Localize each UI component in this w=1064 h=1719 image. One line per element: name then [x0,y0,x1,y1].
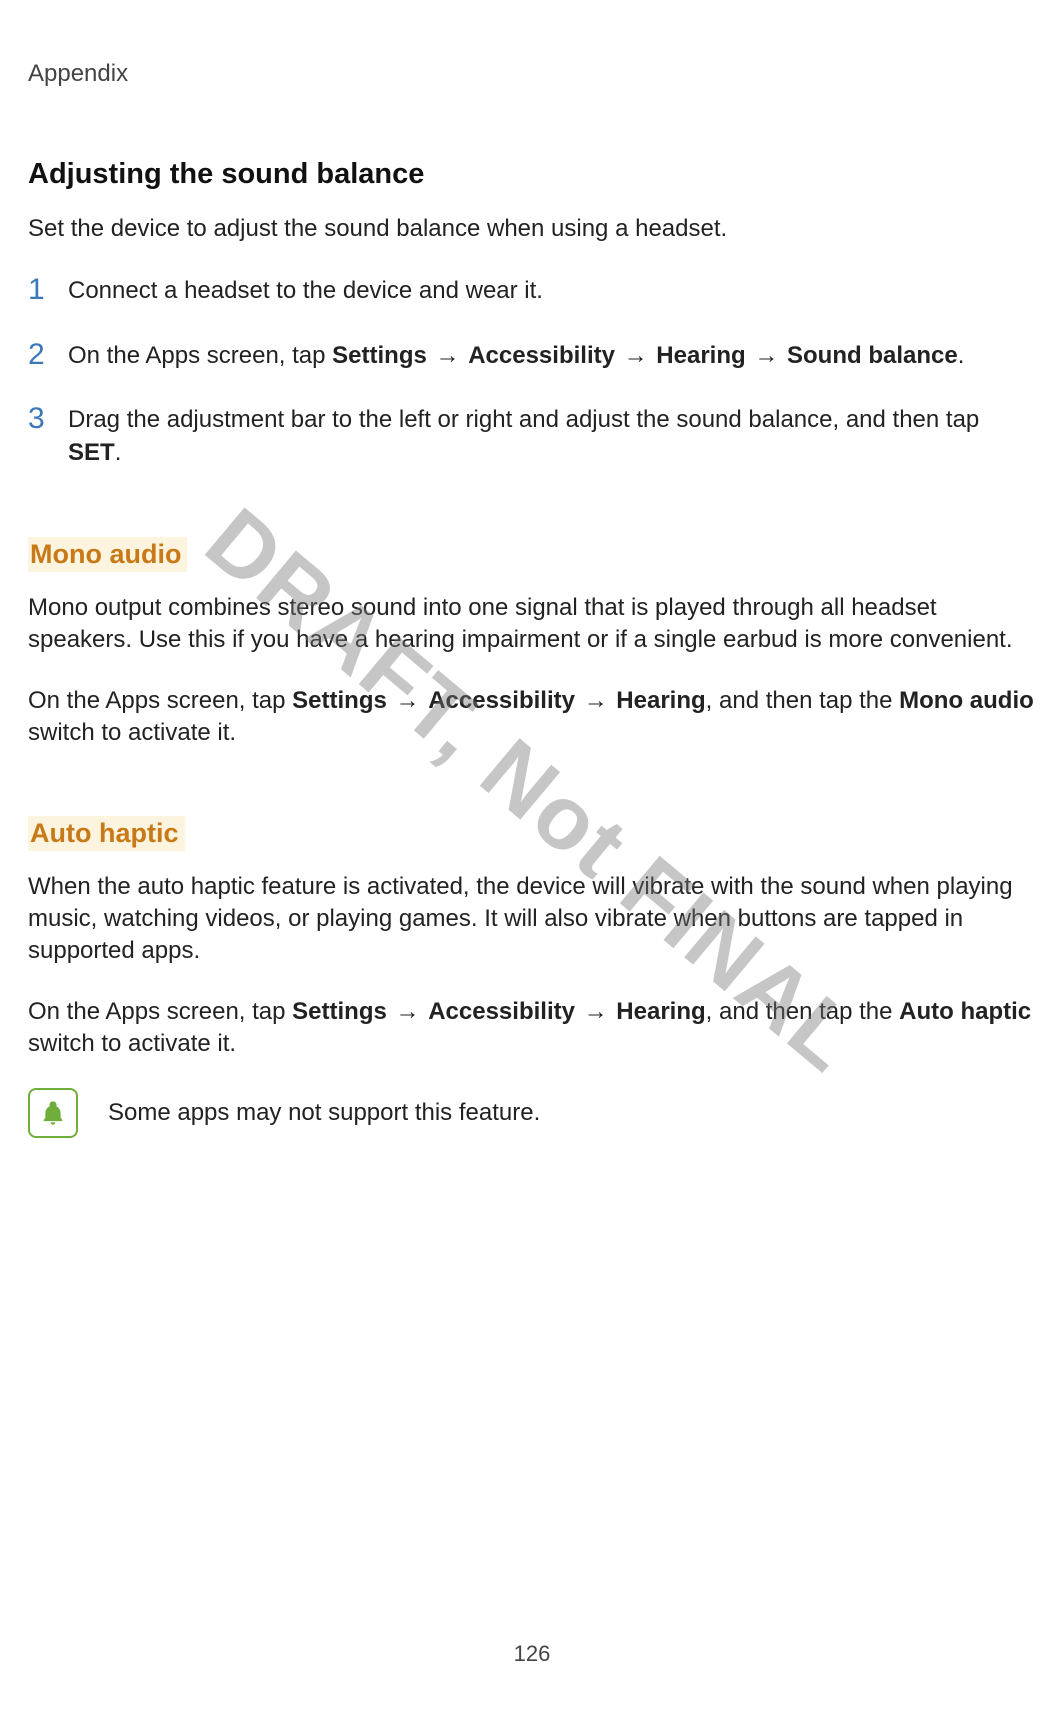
bold-mono-audio: Mono audio [899,687,1034,714]
arrow: → [387,998,428,1025]
text-fragment: , and then tap the [706,687,900,714]
arrow: → [615,342,656,369]
text-fragment: , and then tap the [706,998,900,1025]
text-fragment: switch to activate it. [28,1030,236,1057]
step-text: Connect a headset to the device and wear… [68,273,543,307]
page-number: 126 [0,1641,1064,1667]
bold-settings: Settings [292,687,387,714]
bold-set: SET [68,439,115,466]
mono-para1: Mono output combines stereo sound into o… [28,592,1036,657]
arrow: → [746,342,787,369]
text-fragment: On the Apps screen, tap [28,998,292,1025]
haptic-para1: When the auto haptic feature is activate… [28,871,1036,968]
bold-auto-haptic: Auto haptic [899,998,1031,1025]
step-number: 2 [28,338,68,371]
bold-hearing: Hearing [656,342,745,369]
arrow: → [387,687,428,714]
step-number: 1 [28,273,68,306]
step-number: 3 [28,402,68,435]
bell-icon-svg [39,1099,67,1127]
text-fragment: . [958,342,965,369]
text-fragment: Drag the adjustment bar to the left or r… [68,406,979,433]
bold-sound-balance: Sound balance [787,342,958,369]
page-header: Appendix [28,60,1036,88]
step-1: 1 Connect a headset to the device and we… [28,273,1036,307]
bold-settings: Settings [292,998,387,1025]
bold-accessibility: Accessibility [468,342,615,369]
bold-accessibility: Accessibility [428,687,575,714]
bold-accessibility: Accessibility [428,998,575,1025]
note-text: Some apps may not support this feature. [108,1099,540,1127]
arrow: → [575,998,616,1025]
step-2: 2 On the Apps screen, tap Settings → Acc… [28,338,1036,372]
sub-title-mono-audio: Mono audio [28,537,187,572]
bold-hearing: Hearing [616,998,705,1025]
mono-para2: On the Apps screen, tap Settings → Acces… [28,685,1036,750]
text-fragment: On the Apps screen, tap [28,687,292,714]
page: Appendix Adjusting the sound balance Set… [0,0,1064,1719]
bold-settings: Settings [332,342,427,369]
haptic-para2: On the Apps screen, tap Settings → Acces… [28,996,1036,1061]
arrow: → [427,342,468,369]
text-fragment: . [115,439,122,466]
section-title-sound-balance: Adjusting the sound balance [28,158,1036,191]
note-row: Some apps may not support this feature. [28,1088,1036,1138]
step-3: 3 Drag the adjustment bar to the left or… [28,402,1036,469]
steps-list: 1 Connect a headset to the device and we… [28,273,1036,469]
arrow: → [575,687,616,714]
sub-title-auto-haptic: Auto haptic [28,816,185,851]
step-text: On the Apps screen, tap Settings → Acces… [68,338,964,372]
text-fragment: switch to activate it. [28,719,236,746]
bold-hearing: Hearing [616,687,705,714]
bell-icon [28,1088,78,1138]
intro-text: Set the device to adjust the sound balan… [28,213,1036,245]
step-text: Drag the adjustment bar to the left or r… [68,402,1036,469]
text-fragment: On the Apps screen, tap [68,342,332,369]
